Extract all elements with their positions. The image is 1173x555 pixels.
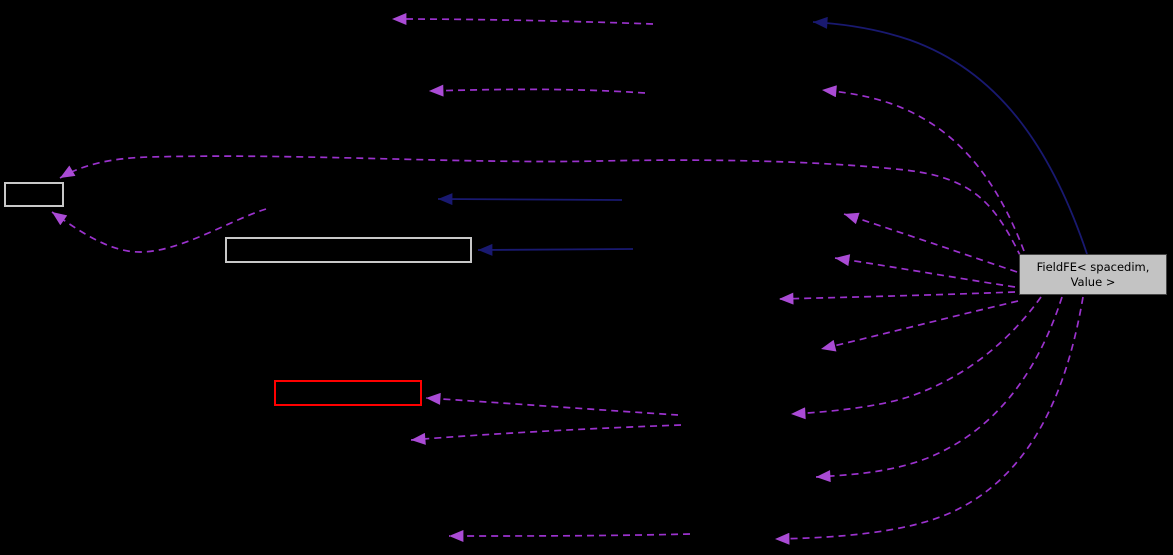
usage-edge-fan-3 [778, 291, 1016, 305]
usage-edge-fan-5 [790, 296, 1042, 420]
usage-edge-fan-7 [774, 296, 1084, 545]
usage-edge-top-mid [428, 84, 646, 97]
usage-edge-fan-6 [815, 296, 1063, 483]
usage-edge-to-red-box [425, 392, 679, 416]
usage-edge-to-small-box-bottom [51, 208, 267, 253]
node-fieldfe[interactable]: FieldFE< spacedim, Value > [1019, 254, 1167, 295]
red-box[interactable] [274, 380, 422, 406]
usage-edge-bottom-left [448, 529, 691, 542]
usage-edge-fan-4 [820, 300, 1019, 352]
usage-edge-to-small-box-top [59, 155, 1022, 258]
usage-edge-below-red-box [410, 424, 682, 445]
wide-box[interactable] [225, 237, 472, 263]
usage-edge-fan-1 [843, 212, 1018, 273]
usage-edge-top-far [391, 13, 654, 26]
node-fieldfe-label-line1: FieldFE< spacedim, [1036, 259, 1150, 274]
inheritance-edge-top [812, 16, 1088, 255]
inheritance-edge-mid-2 [477, 243, 634, 256]
inheritance-edge-mid-1 [437, 193, 623, 206]
usage-edge-upper-right [821, 85, 1025, 252]
small-box[interactable] [4, 182, 64, 207]
node-fieldfe-label-line2: Value > [1070, 274, 1116, 289]
usage-edge-fan-2 [834, 254, 1016, 288]
